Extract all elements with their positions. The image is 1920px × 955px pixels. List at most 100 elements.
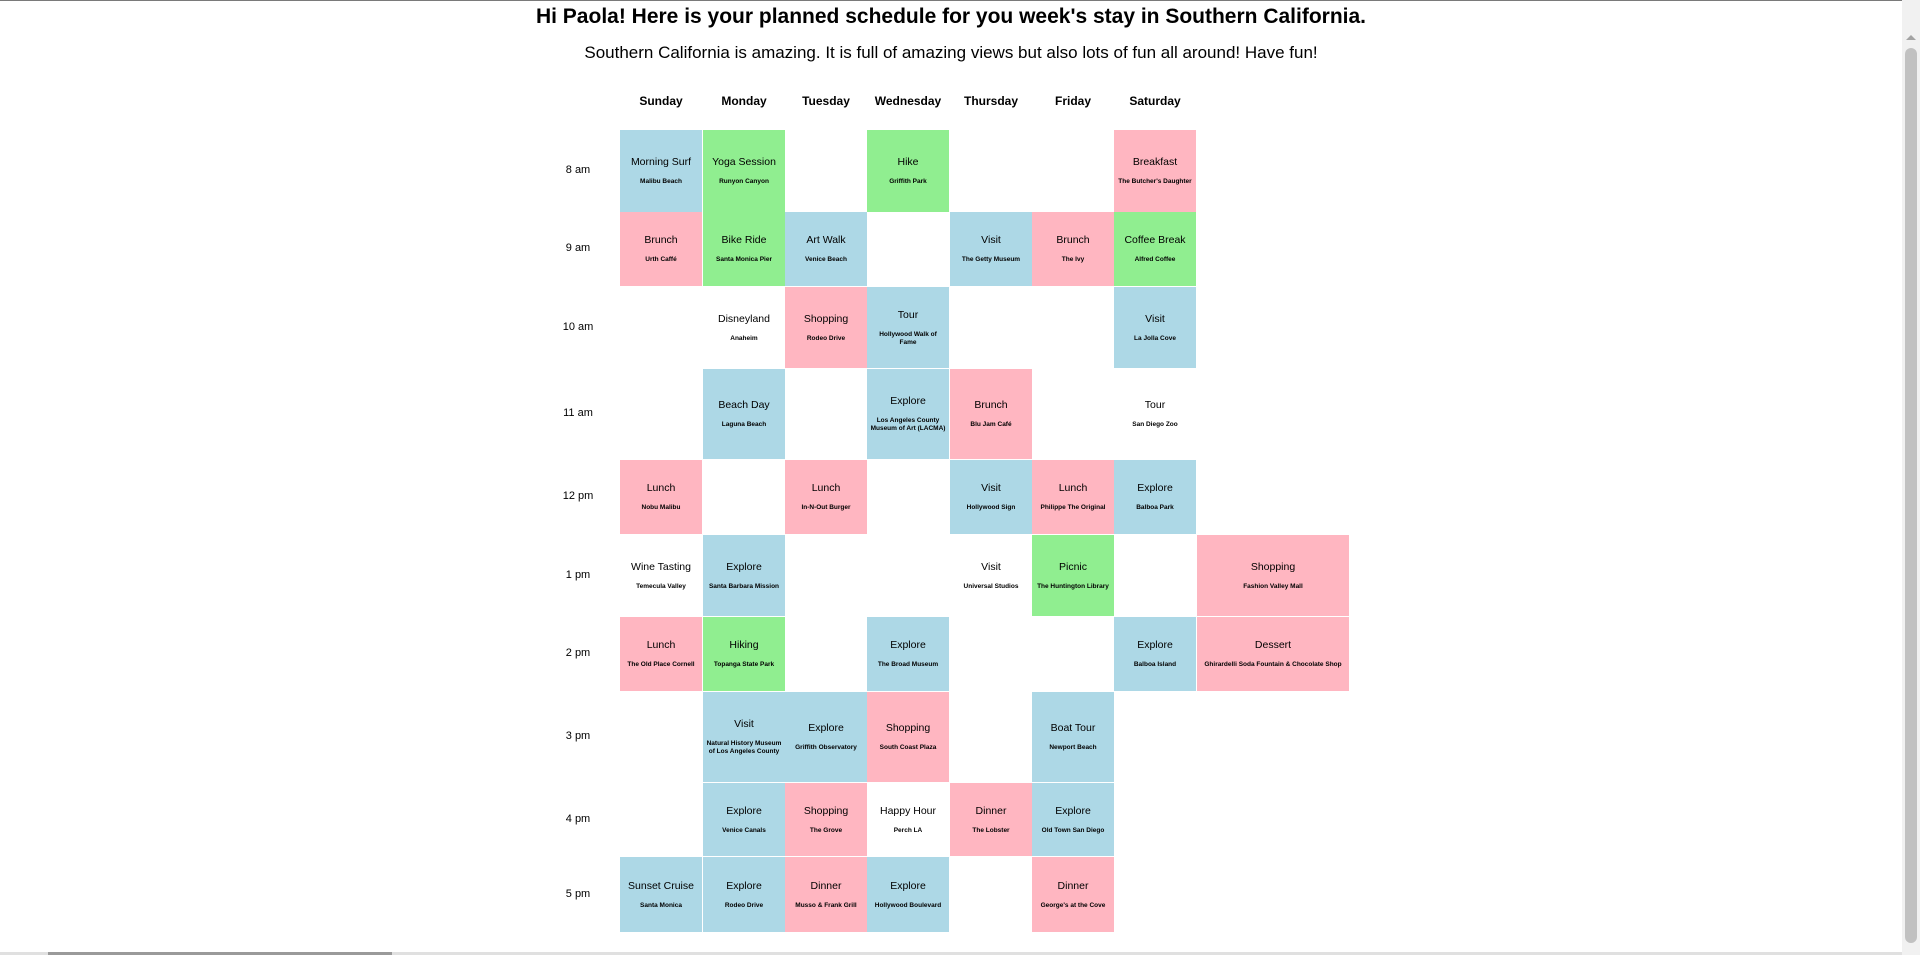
schedule-cell: Disneyland Anaheim — [703, 287, 785, 368]
schedule-cell: Hiking Topanga State Park — [703, 617, 785, 691]
activity-location: Venice Canals — [722, 826, 766, 834]
schedule-cell: Explore Hollywood Boulevard — [867, 857, 949, 932]
activity-title: Lunch — [1058, 482, 1088, 494]
activity-title: Boat Tour — [1050, 722, 1096, 734]
time-label: 10 am — [562, 320, 594, 333]
schedule-cell: Shopping South Coast Plaza — [867, 692, 949, 782]
schedule-cell: Hike Griffith Park — [867, 130, 949, 212]
top-border — [0, 0, 1902, 1]
activity-location: Topanga State Park — [713, 661, 775, 668]
activity-location: Hollywood Walk of Fame — [879, 330, 937, 346]
day-header-tuesday: Tuesday — [802, 94, 850, 108]
schedule-cell: Dinner George's at the Cove — [1032, 857, 1114, 932]
activity-title: Brunch — [1056, 234, 1090, 246]
activity-title: Brunch — [644, 234, 678, 246]
schedule-cell: Explore The Broad Museum — [867, 617, 949, 691]
activity-title: Shopping — [1250, 560, 1296, 573]
activity-location: The Old Place Cornell — [627, 661, 695, 668]
scrollbar-thumb[interactable] — [1905, 48, 1917, 943]
schedule-cell: Visit The Getty Museum — [950, 212, 1032, 286]
activity-title: Explore — [890, 879, 926, 892]
activity-location: The Getty Museum — [961, 256, 1021, 263]
schedule-cell: Lunch Nobu Malibu — [620, 460, 702, 534]
schedule-cell: Visit Universal Studios — [950, 535, 1032, 616]
activity-title: Visit — [981, 482, 1001, 494]
activity-location: Hollywood Boulevard — [874, 901, 942, 909]
activity-location: Balboa Island — [1133, 661, 1177, 668]
activity-location: Newport Beach — [1049, 744, 1097, 751]
activity-location: Temecula Valley — [636, 582, 686, 590]
activity-title: Picnic — [1058, 560, 1087, 573]
activity-location: Santa Barbara Mission — [708, 582, 780, 590]
activity-title: Bike Ride — [721, 234, 767, 246]
activity-title: Visit — [981, 234, 1001, 246]
activity-title: Visit — [981, 560, 1001, 573]
activity-title: Explore — [1137, 639, 1173, 651]
activity-title: Lunch — [646, 639, 676, 651]
time-label: 5 pm — [565, 887, 591, 900]
schedule-cell: Explore Rodeo Drive — [703, 857, 785, 932]
schedule-cell: Sunset Cruise Santa Monica — [620, 857, 702, 932]
activity-location: San Diego Zoo — [1132, 421, 1178, 428]
activity-location: Musso & Frank Grill — [795, 901, 857, 909]
activity-location: Old Town San Diego — [1041, 826, 1105, 834]
time-label: 4 pm — [565, 812, 591, 825]
activity-title: Dinner — [1057, 879, 1089, 892]
page-title: Hi Paola! Here is your planned schedule … — [535, 5, 1367, 28]
activity-location: Nobu Malibu — [641, 504, 681, 511]
horizontal-scrollbar-thumb[interactable] — [48, 952, 392, 955]
activity-title: Beach Day — [718, 399, 770, 411]
activity-title: Coffee Break — [1124, 234, 1186, 246]
schedule-cell: Boat Tour Newport Beach — [1032, 692, 1114, 782]
activity-title: Shopping — [803, 804, 849, 817]
schedule-cell: Happy Hour Perch LA — [867, 783, 949, 856]
schedule-cell: Shopping Rodeo Drive — [785, 287, 867, 368]
schedule-cell: Visit La Jolla Cove — [1114, 287, 1196, 368]
activity-title: Brunch — [974, 399, 1008, 411]
schedule-cell: Shopping Fashion Valley Mall — [1197, 535, 1349, 616]
activity-location: Laguna Beach — [721, 421, 767, 428]
schedule-cell: Explore Old Town San Diego — [1032, 783, 1114, 856]
scroll-up-arrow-icon[interactable] — [1906, 35, 1916, 40]
activity-title: Dessert — [1254, 639, 1292, 651]
activity-title: Breakfast — [1132, 156, 1178, 168]
activity-location: Universal Studios — [963, 582, 1019, 590]
schedule-cell: Coffee Break Alfred Coffee — [1114, 212, 1196, 286]
activity-title: Sunset Cruise — [628, 879, 694, 892]
activity-title: Explore — [1055, 804, 1091, 817]
time-label: 12 pm — [562, 490, 594, 502]
activity-location: Rodeo Drive — [724, 901, 764, 909]
time-label: 11 am — [563, 407, 593, 419]
activity-location: The Grove — [809, 826, 843, 834]
activity-title: Explore — [890, 639, 926, 651]
activity-title: Explore — [726, 879, 762, 892]
activity-title: Dinner — [810, 879, 842, 892]
activity-location: Griffith Observatory — [795, 744, 857, 751]
activity-location: George's at the Cove — [1040, 901, 1106, 909]
activity-title: Visit — [734, 718, 754, 730]
activity-title: Shopping — [803, 312, 849, 325]
schedule-cell: Dinner The Lobster — [950, 783, 1032, 856]
activity-location: Ghirardelli Soda Fountain & Chocolate Sh… — [1204, 661, 1342, 668]
activity-location: Fashion Valley Mall — [1243, 582, 1303, 590]
day-header-sunday: Sunday — [639, 94, 683, 108]
schedule-cell: Explore Griffith Observatory — [785, 692, 867, 782]
horizontal-scrollbar[interactable] — [0, 952, 1902, 955]
activity-location: The Ivy — [1061, 256, 1085, 263]
activity-location: Venice Beach — [805, 256, 847, 263]
activity-title: Explore — [726, 560, 762, 573]
time-label: 3 pm — [565, 730, 591, 742]
activity-location: Griffith Park — [889, 178, 927, 185]
schedule-cell: Dinner Musso & Frank Grill — [785, 857, 867, 932]
schedule-cell: Brunch Blu Jam Café — [950, 369, 1032, 459]
schedule-cell: Explore Los Angeles County Museum of Art … — [867, 369, 949, 459]
schedule-cell: Explore Balboa Island — [1114, 617, 1196, 691]
activity-location: Balboa Park — [1136, 504, 1174, 511]
activity-title: Explore — [890, 395, 926, 407]
activity-location: Rodeo Drive — [806, 334, 846, 342]
schedule-cell: Shopping The Grove — [785, 783, 867, 856]
schedule-cell: Picnic The Huntington Library — [1032, 535, 1114, 616]
schedule-cell: Brunch Urth Caffé — [620, 212, 702, 286]
time-label: 2 pm — [565, 647, 591, 659]
schedule-cell: Visit Hollywood Sign — [950, 460, 1032, 534]
